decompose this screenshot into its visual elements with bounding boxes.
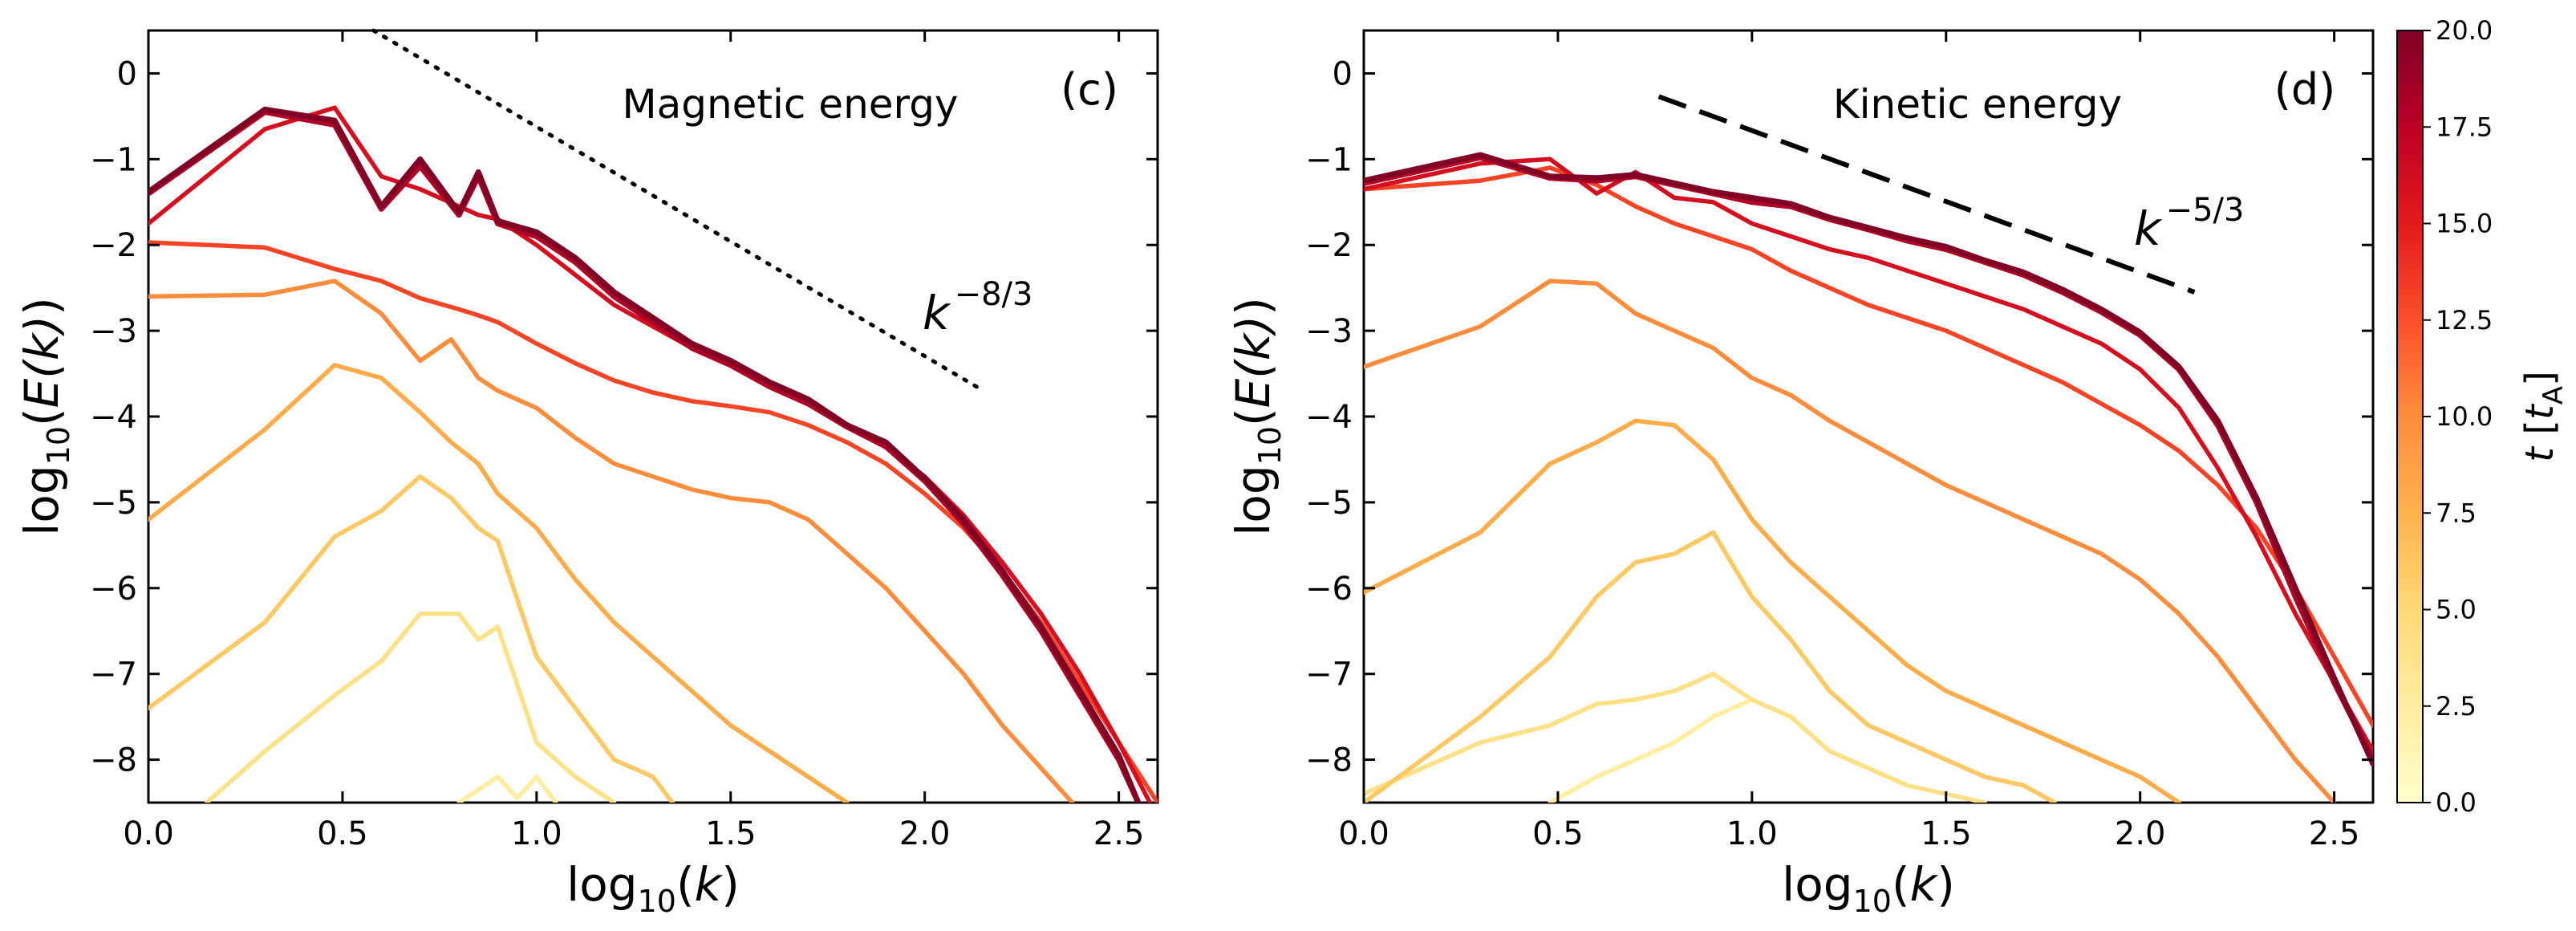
magnetic-energy-panel: 0.0 0.5 1.0 1.5 2.0 2.5 0 −1 −2 −3 −4 −5 −6 −7 −8 Magn…: [14, 28, 1159, 919]
y-tick-label: −8: [90, 742, 137, 779]
y-tick-label: −6: [1305, 571, 1353, 608]
x-tick-label: 1.5: [1921, 815, 1972, 852]
spectrum-line-t-20: [148, 106, 1142, 803]
spectrum-line-t-18: [1364, 154, 2373, 763]
y-axis-label: log10(E(k)): [1226, 297, 1288, 536]
spectrum-line-t-6: [1364, 530, 2057, 803]
colorbar-tick-label: 7.5: [2436, 498, 2477, 528]
spectrum-line-t-6: [148, 474, 675, 803]
spectrum-line-t-4: [204, 612, 617, 803]
spectrum-line-t-8: [148, 363, 850, 803]
kinetic-energy-panel: 0.0 0.5 1.0 1.5 2.0 2.5 0 −1 −2 −3 −4 −5 −6 −7 −8 Kine…: [1226, 29, 2375, 919]
spectrum-line-t-10: [1364, 278, 2337, 803]
y-tick-label: −7: [90, 657, 137, 693]
panel-annotation-magnetic-energy: Magnetic energy: [622, 81, 958, 128]
x-tick-label: 1.0: [511, 815, 562, 852]
colorbar-gradient: [2396, 30, 2424, 803]
reference-slope-line-k-5-3: [1657, 94, 2196, 295]
spectrum-line-t-2-5: [1548, 697, 1755, 803]
y-tick-label: −3: [90, 313, 137, 350]
spectrum-line-t-10: [148, 278, 1075, 803]
x-tick-label: 2.5: [1093, 815, 1145, 852]
spectrum-line-t-8: [1364, 418, 2181, 803]
y-tick-label: −4: [90, 399, 137, 436]
y-tick-label: −5: [90, 485, 137, 522]
y-tick-label: −2: [1305, 227, 1353, 264]
spectrum-line-t-2-5: [456, 774, 558, 803]
y-tick-label: −2: [90, 227, 137, 264]
y-tick-label: −8: [1305, 742, 1353, 779]
colorbar-tick-label: 2.5: [2436, 691, 2477, 722]
spectrum-line-t-13: [1364, 165, 2373, 728]
x-tick-label: 2.0: [899, 815, 951, 852]
panel-annotation-kinetic-energy: Kinetic energy: [1833, 81, 2122, 128]
panel-tag-d: (d): [2274, 64, 2335, 115]
spectrum-line-t-18: [148, 109, 1142, 803]
colorbar-tick-label: 15.0: [2436, 209, 2493, 239]
x-tick-label: 0.5: [1532, 815, 1584, 852]
y-tick-label: −5: [1305, 485, 1353, 522]
plot-frame: [147, 29, 1159, 804]
colorbar-tick-label: 10.0: [2436, 401, 2493, 432]
spectrum-line-t-20: [1364, 152, 2373, 767]
y-axis-label: log10(E(k)): [14, 297, 76, 536]
colorbar: 0.0 2.5 5.0 7.5 10.0 12.5 15.0 17.5 20.0 t [tA]: [2396, 15, 2570, 818]
slope-label-k-5-3: k −5/3: [2134, 192, 2244, 256]
x-axis-label: log10(k): [566, 857, 740, 919]
reference-slope-line-k-8-3: [371, 28, 981, 391]
x-tick-label: 1.0: [1726, 815, 1778, 852]
y-tick-label: −4: [1305, 399, 1353, 436]
y-tick-label: −7: [1305, 657, 1353, 693]
spectrum-line-t-4: [1364, 671, 1987, 803]
slope-label-k-8-3: k −8/3: [923, 276, 1032, 340]
y-tick-label: −1: [90, 141, 137, 178]
colorbar-tick-label: 0.0: [2436, 787, 2477, 818]
y-tick-label: −3: [1305, 313, 1353, 350]
y-tick-label: −6: [90, 571, 137, 608]
x-tick-label: 1.5: [705, 815, 757, 852]
panel-tag-c: (c): [1061, 64, 1118, 115]
y-tick-label: 0: [117, 55, 137, 92]
colorbar-tick-label: 17.5: [2436, 112, 2493, 142]
x-tick-label: 2.0: [2115, 815, 2166, 852]
x-tick-label: 2.5: [2309, 815, 2360, 852]
colorbar-tick-label: 12.5: [2436, 305, 2493, 335]
colorbar-label: t [tA]: [2517, 371, 2570, 462]
x-axis-label: log10(k): [1782, 857, 1955, 919]
y-tick-label: 0: [1333, 55, 1353, 92]
y-tick-label: −1: [1305, 141, 1353, 178]
x-tick-label: 0.0: [1338, 815, 1389, 852]
x-tick-label: 0.5: [317, 815, 368, 852]
colorbar-tick-label: 20.0: [2436, 15, 2493, 46]
colorbar-tick-label: 5.0: [2436, 595, 2477, 625]
spectrum-line-t-16: [148, 105, 1153, 803]
x-tick-label: 0.0: [123, 815, 174, 852]
